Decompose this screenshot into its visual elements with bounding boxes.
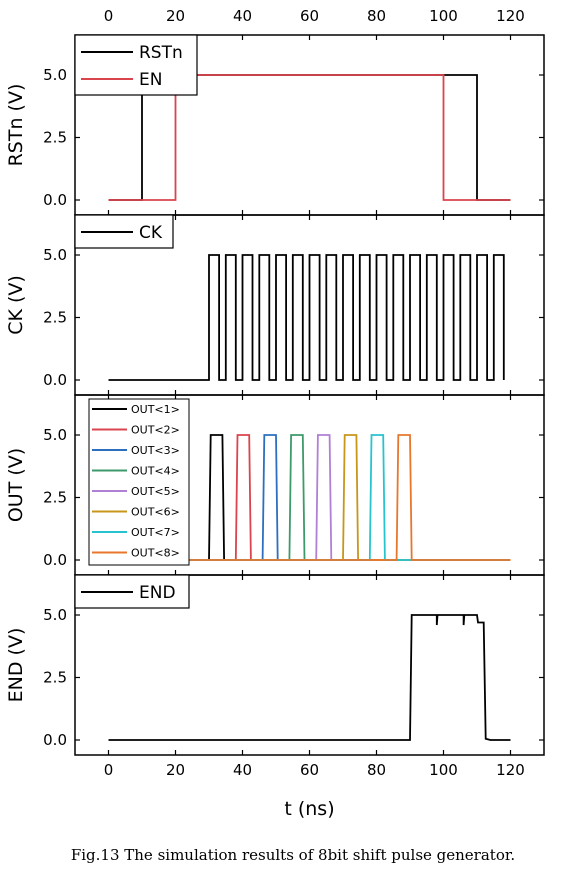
y-axis-title: END (V) [5, 628, 27, 703]
bottom-x-tick-label: 60 [300, 761, 319, 779]
legend-label: EN [139, 70, 162, 90]
y-tick-label: 5.0 [43, 66, 67, 84]
legend-label: OUT<8> [131, 547, 180, 560]
bottom-x-tick-label: 80 [367, 761, 386, 779]
y-axis-title: OUT (V) [5, 448, 27, 522]
top-x-tick-label: 0 [104, 7, 114, 25]
y-tick-label: 0.0 [43, 551, 67, 569]
legend-label: RSTn [139, 43, 183, 63]
top-x-tick-label: 40 [233, 7, 252, 25]
legend-box [88, 398, 190, 566]
bottom-x-tick-label: 120 [496, 761, 525, 779]
panel-ck: 0.0 2.5 5.0 CK (V) CK [5, 214, 545, 396]
legend-label: OUT<4> [131, 465, 180, 478]
y-tick-label: 2.5 [43, 669, 67, 687]
legend-box [74, 34, 198, 96]
figure-caption: Fig.13 The simulation results of 8bit sh… [70, 846, 516, 864]
y-tick-label: 0.0 [43, 191, 67, 209]
top-x-tick-label: 100 [429, 7, 458, 25]
bottom-x-tick-label: 20 [166, 761, 185, 779]
legend-label: OUT<5> [131, 485, 180, 498]
bottom-x-tick-label: 100 [429, 761, 458, 779]
top-x-tick-label: 120 [496, 7, 525, 25]
bottom-x-tick-label: 40 [233, 761, 252, 779]
y-tick-label: 2.5 [43, 129, 67, 147]
x-axis-title: t (ns) [284, 798, 334, 820]
legend-label: OUT<2> [131, 424, 180, 437]
y-tick-label: 5.0 [43, 246, 67, 264]
series-line-OUT8 [108, 434, 511, 561]
y-tick-label: 5.0 [43, 606, 67, 624]
legend-label: OUT<7> [131, 526, 180, 539]
y-tick-label: 0.0 [43, 371, 67, 389]
panel-out: 0.0 2.5 5.0 OUT (V) OUT<1> OUT<2> OUT<3> OUT<4>… [5, 394, 545, 576]
panel-rstn: 0.0 2.5 5.0 RSTn (V) RSTn EN [5, 34, 545, 216]
legend-label: CK [139, 223, 163, 243]
y-tick-label: 0.0 [43, 731, 67, 749]
y-axis-title: RSTn (V) [5, 84, 27, 167]
y-tick-label: 2.5 [43, 489, 67, 507]
top-x-tick-label: 80 [367, 7, 386, 25]
y-tick-label: 2.5 [43, 309, 67, 327]
bottom-x-tick-label: 0 [104, 761, 114, 779]
legend-label: OUT<1> [131, 403, 180, 416]
series-line-CK [108, 254, 505, 381]
series-line-END [108, 614, 511, 741]
y-axis-title: CK (V) [5, 275, 27, 335]
series-line-EN [108, 74, 511, 201]
panel-end: 0.0 2.5 5.0 END (V) END [5, 574, 545, 756]
y-tick-label: 5.0 [43, 426, 67, 444]
legend-label: END [139, 583, 176, 603]
legend-label: OUT<6> [131, 506, 180, 519]
top-x-tick-label: 60 [300, 7, 319, 25]
top-x-tick-label: 20 [166, 7, 185, 25]
legend-label: OUT<3> [131, 444, 180, 457]
